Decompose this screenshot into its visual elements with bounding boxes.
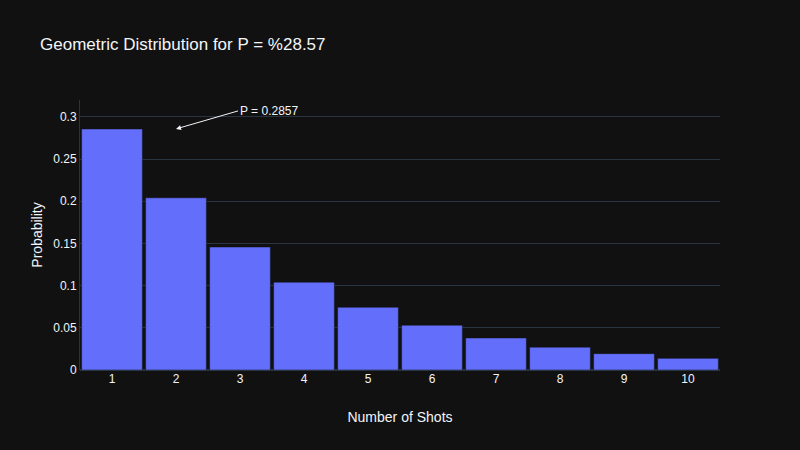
- svg-text:3: 3: [237, 372, 244, 386]
- svg-text:Probability: Probability: [29, 202, 45, 267]
- svg-text:5: 5: [365, 372, 372, 386]
- svg-text:8: 8: [557, 372, 564, 386]
- svg-text:6: 6: [429, 372, 436, 386]
- svg-text:0: 0: [70, 363, 77, 377]
- svg-text:1: 1: [109, 372, 116, 386]
- svg-text:9: 9: [621, 372, 628, 386]
- svg-text:Geometric Distribution for P =: Geometric Distribution for P = %28.57: [40, 35, 326, 54]
- svg-text:Number of Shots: Number of Shots: [347, 409, 452, 425]
- svg-text:0.1: 0.1: [60, 279, 77, 293]
- svg-text:2: 2: [173, 372, 180, 386]
- svg-text:P = 0.2857: P = 0.2857: [240, 104, 298, 118]
- svg-text:0.3: 0.3: [60, 110, 77, 124]
- svg-text:7: 7: [493, 372, 500, 386]
- svg-text:4: 4: [301, 372, 308, 386]
- svg-text:0.15: 0.15: [53, 237, 77, 251]
- svg-text:0.05: 0.05: [53, 321, 77, 335]
- svg-text:0.2: 0.2: [60, 194, 77, 208]
- svg-text:10: 10: [681, 372, 695, 386]
- svg-text:0.25: 0.25: [53, 152, 77, 166]
